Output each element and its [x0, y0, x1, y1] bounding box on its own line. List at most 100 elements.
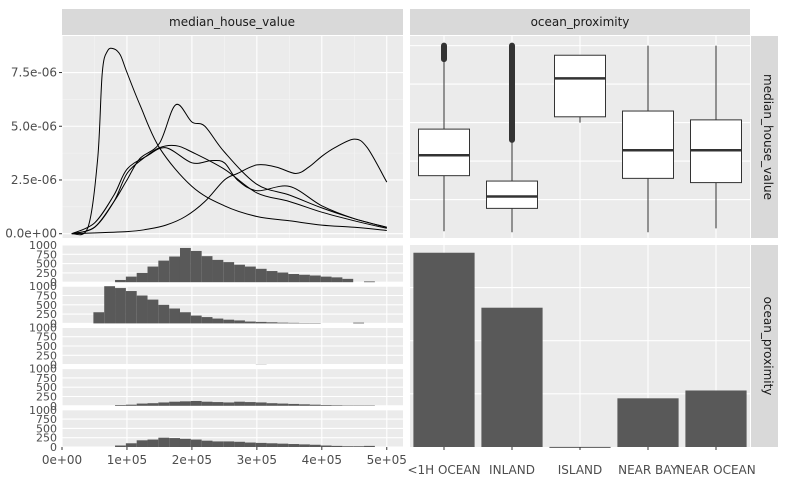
density-y-tick-label: 5.0e-06: [11, 119, 57, 133]
histogram-bar: [244, 266, 256, 283]
histogram-bar: [212, 259, 224, 283]
histogram-bar: [299, 404, 310, 406]
histogram-panel: [61, 244, 403, 448]
boxplot-2: [554, 54, 606, 123]
density-y-tick-label: 7.5e-06: [11, 66, 57, 80]
histogram-bar: [201, 401, 213, 406]
histogram-bar: [158, 260, 170, 283]
strip-right-bottom: [751, 245, 778, 447]
strip-right-top: [751, 36, 778, 238]
histogram-y-tick-label: 1000: [29, 404, 57, 417]
histogram-y-tick-label: 500: [36, 422, 57, 435]
histogram-bar: [320, 405, 332, 406]
histogram-x-tick-label: 2e+05: [172, 453, 212, 467]
histogram-bar: [266, 322, 278, 324]
histogram-bar: [277, 322, 289, 324]
boxplot-box: [418, 128, 470, 177]
histogram-x-tick-label: 0e+00: [42, 453, 82, 467]
histogram-bar: [353, 446, 365, 447]
histogram-row-4: [61, 409, 403, 448]
histogram-bar: [179, 401, 191, 406]
histogram-y-tick-label: 500: [36, 340, 57, 353]
strip-top-right: [410, 9, 750, 35]
boxplot-box: [486, 180, 538, 209]
histogram-bar: [147, 266, 159, 283]
histogram-bar: [201, 440, 213, 447]
histogram-bar: [266, 271, 278, 283]
histogram-row-1: [61, 285, 403, 324]
histogram-bar: [190, 250, 202, 283]
count-bar-1: [481, 307, 543, 447]
histogram-bar: [266, 443, 278, 447]
histogram-bar: [190, 439, 202, 447]
density-panel: [61, 36, 403, 238]
count-bar-0: [413, 252, 475, 447]
histogram-bar: [244, 442, 256, 447]
histogram-y-tick-label: 250: [36, 349, 57, 362]
histogram-y-tick-label: 500: [36, 258, 57, 271]
boxplot-4: [690, 45, 742, 229]
histogram-bar: [190, 315, 202, 324]
histogram-y-tick-label: 750: [36, 248, 57, 261]
axes: 0.0e+002.5e-065.0e-067.5e-06025050075010…: [5, 66, 756, 477]
histogram-bar: [125, 404, 137, 406]
histogram-bar: [288, 444, 300, 447]
density-line-4: [71, 138, 388, 235]
strip-label-median-house-value-right: median_house_value: [761, 74, 775, 200]
histogram-bar: [299, 274, 310, 283]
histogram-bar: [331, 277, 343, 283]
histogram-bar: [342, 446, 354, 447]
histogram-bar: [309, 444, 321, 447]
category-tick-label: NEAR OCEAN: [676, 463, 756, 477]
histogram-bar: [179, 438, 191, 447]
histogram-bar: [158, 402, 170, 406]
histogram-y-tick-label: 0: [50, 400, 57, 413]
histogram-bar: [136, 403, 148, 406]
density-line-0: [71, 47, 387, 236]
histogram-bar: [158, 304, 170, 324]
histogram-bar: [331, 405, 343, 406]
histogram-bar: [115, 279, 126, 283]
histogram-x-tick-label: 1e+05: [107, 453, 147, 467]
histogram-bar: [169, 401, 180, 406]
boxplot-0: [418, 42, 470, 232]
histogram-row-0: [61, 244, 403, 283]
histogram-bar: [244, 402, 256, 406]
histogram-y-tick-label: 250: [36, 391, 57, 404]
histogram-y-tick-label: 0: [50, 359, 57, 372]
histogram-bar: [364, 445, 375, 447]
histogram-bar: [147, 299, 159, 324]
histogram-bar: [212, 318, 224, 324]
histogram-bar: [125, 276, 137, 283]
histogram-y-tick-label: 750: [36, 290, 57, 303]
histogram-bar: [104, 286, 116, 324]
histogram-y-tick-label: 0: [50, 317, 57, 330]
histogram-y-tick-label: 500: [36, 299, 57, 312]
density-line-1: [71, 103, 387, 235]
histogram-y-tick-label: 250: [36, 308, 57, 321]
histogram-bar: [125, 443, 137, 447]
histogram-row-2: [61, 326, 403, 366]
histogram-bar: [169, 438, 180, 447]
category-tick-label: INLAND: [489, 463, 535, 477]
boxplot-box: [622, 110, 674, 179]
histogram-bar: [364, 281, 375, 283]
histogram-y-tick-label: 250: [36, 432, 57, 445]
histogram-bar: [223, 441, 235, 447]
histogram-bar: [136, 440, 148, 447]
histogram-bar: [212, 402, 224, 406]
histogram-bar: [223, 402, 235, 406]
histogram-bar: [136, 272, 148, 283]
histogram-y-tick-label: 0: [50, 276, 57, 289]
strip-label-ocean-proximity-top: ocean_proximity: [531, 15, 630, 29]
histogram-bar: [342, 278, 354, 283]
boxplot-panel: [410, 36, 750, 238]
histogram-bar: [169, 256, 180, 283]
histogram-y-tick-label: 1000: [29, 280, 57, 293]
histogram-bar: [353, 322, 365, 324]
histogram-bar: [320, 445, 332, 447]
histogram-bar: [309, 404, 321, 406]
histogram-y-tick-label: 750: [36, 413, 57, 426]
histogram-bar: [201, 256, 213, 283]
density-line-3: [71, 147, 387, 235]
